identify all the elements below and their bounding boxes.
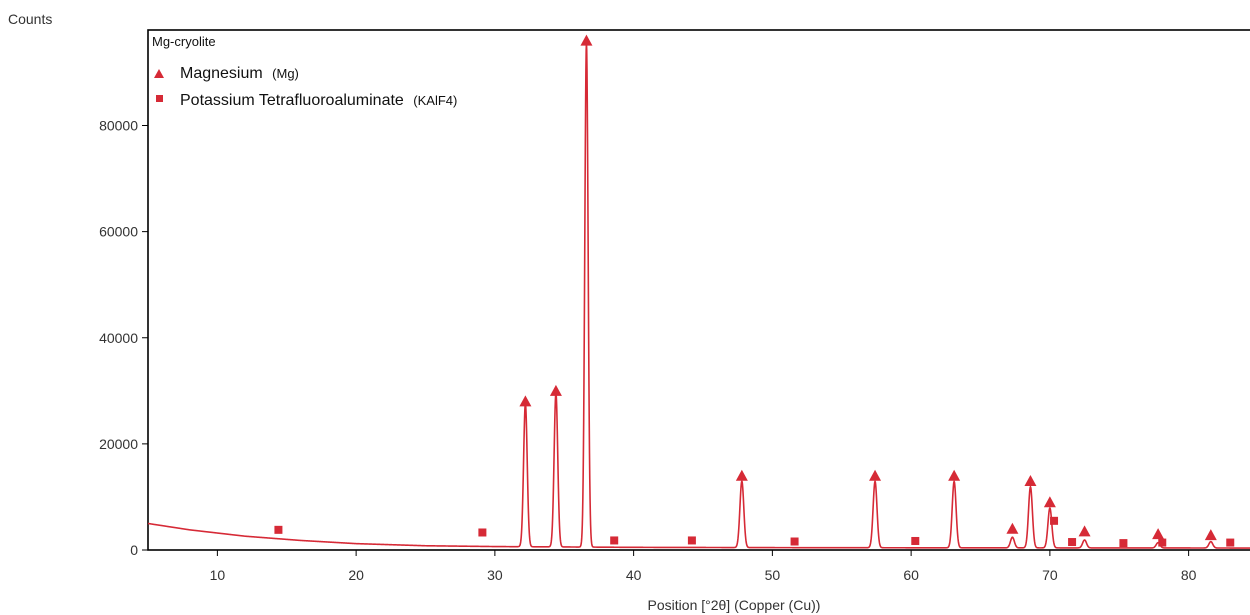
x-axis-ticks: 10 20 30 40 50 60 70 80 [210,550,1197,583]
kalf4-peak-marker [478,528,487,537]
y-tick-label: 20000 [99,436,138,452]
kalf4-peak-marker [1068,538,1077,547]
phase-markers [274,34,1235,548]
x-tick-label: 30 [487,567,503,583]
kalf4-peak-marker [274,525,283,534]
kalf4-peak-marker [911,536,920,545]
legend-entry-magnesium-name: Magnesium [180,65,263,82]
legend-entry-magnesium: Magnesium (Mg) [180,65,299,82]
x-tick-label: 70 [1042,567,1058,583]
magnesium-peak-marker [519,395,532,407]
kalf4-peak-marker [1050,516,1059,525]
x-tick-label: 40 [626,567,642,583]
plot-frame [147,29,1250,551]
magnesium-peak-marker [1204,529,1217,541]
legend-entry-magnesium-formula: (Mg) [272,66,299,81]
x-tick-label: 60 [903,567,919,583]
diffraction-trace [147,42,1250,549]
legend-entry-kalf4: Potassium Tetrafluoroaluminate (KAlF4) [180,92,457,109]
x-tick-label: 10 [210,567,226,583]
y-tick-label: 0 [130,542,138,558]
magnesium-peak-marker [948,469,961,481]
legend-entry-kalf4-formula: (KAlF4) [413,93,457,108]
magnesium-peak-marker [1024,475,1037,487]
legend-title: Mg-cryolite [152,34,216,49]
kalf4-peak-marker [1158,538,1167,547]
magnesium-peak-marker [1006,522,1019,534]
legend-marker-square [156,95,163,102]
kalf4-peak-marker [790,537,799,546]
x-axis-label: Position [°2θ] (Copper (Cu)) [648,597,821,613]
kalf4-peak-marker [610,536,619,545]
y-axis-label: Counts [8,11,52,27]
magnesium-peak-marker [869,469,882,481]
magnesium-peak-marker [1078,525,1091,537]
y-tick-label: 80000 [99,118,138,134]
magnesium-peak-marker [549,384,562,396]
x-tick-label: 80 [1181,567,1197,583]
magnesium-peak-marker [1043,496,1056,508]
kalf4-peak-marker [687,536,696,545]
legend-marker-triangle [154,69,164,78]
kalf4-peak-marker [1226,538,1235,547]
diffraction-curve [147,42,1250,549]
magnesium-peak-marker [1152,528,1165,540]
legend-entry-kalf4-name: Potassium Tetrafluoroaluminate [180,92,404,109]
legend: Mg-cryolite Magnesium (Mg) Potassium Tet… [152,34,457,109]
y-axis-ticks: 0 20000 40000 60000 80000 [99,118,148,558]
magnesium-peak-marker [735,469,748,481]
x-tick-label: 20 [348,567,364,583]
x-tick-label: 50 [765,567,781,583]
magnesium-peak-marker [580,34,593,46]
y-tick-label: 60000 [99,224,138,240]
y-tick-label: 40000 [99,330,138,346]
kalf4-peak-marker [1119,539,1128,548]
